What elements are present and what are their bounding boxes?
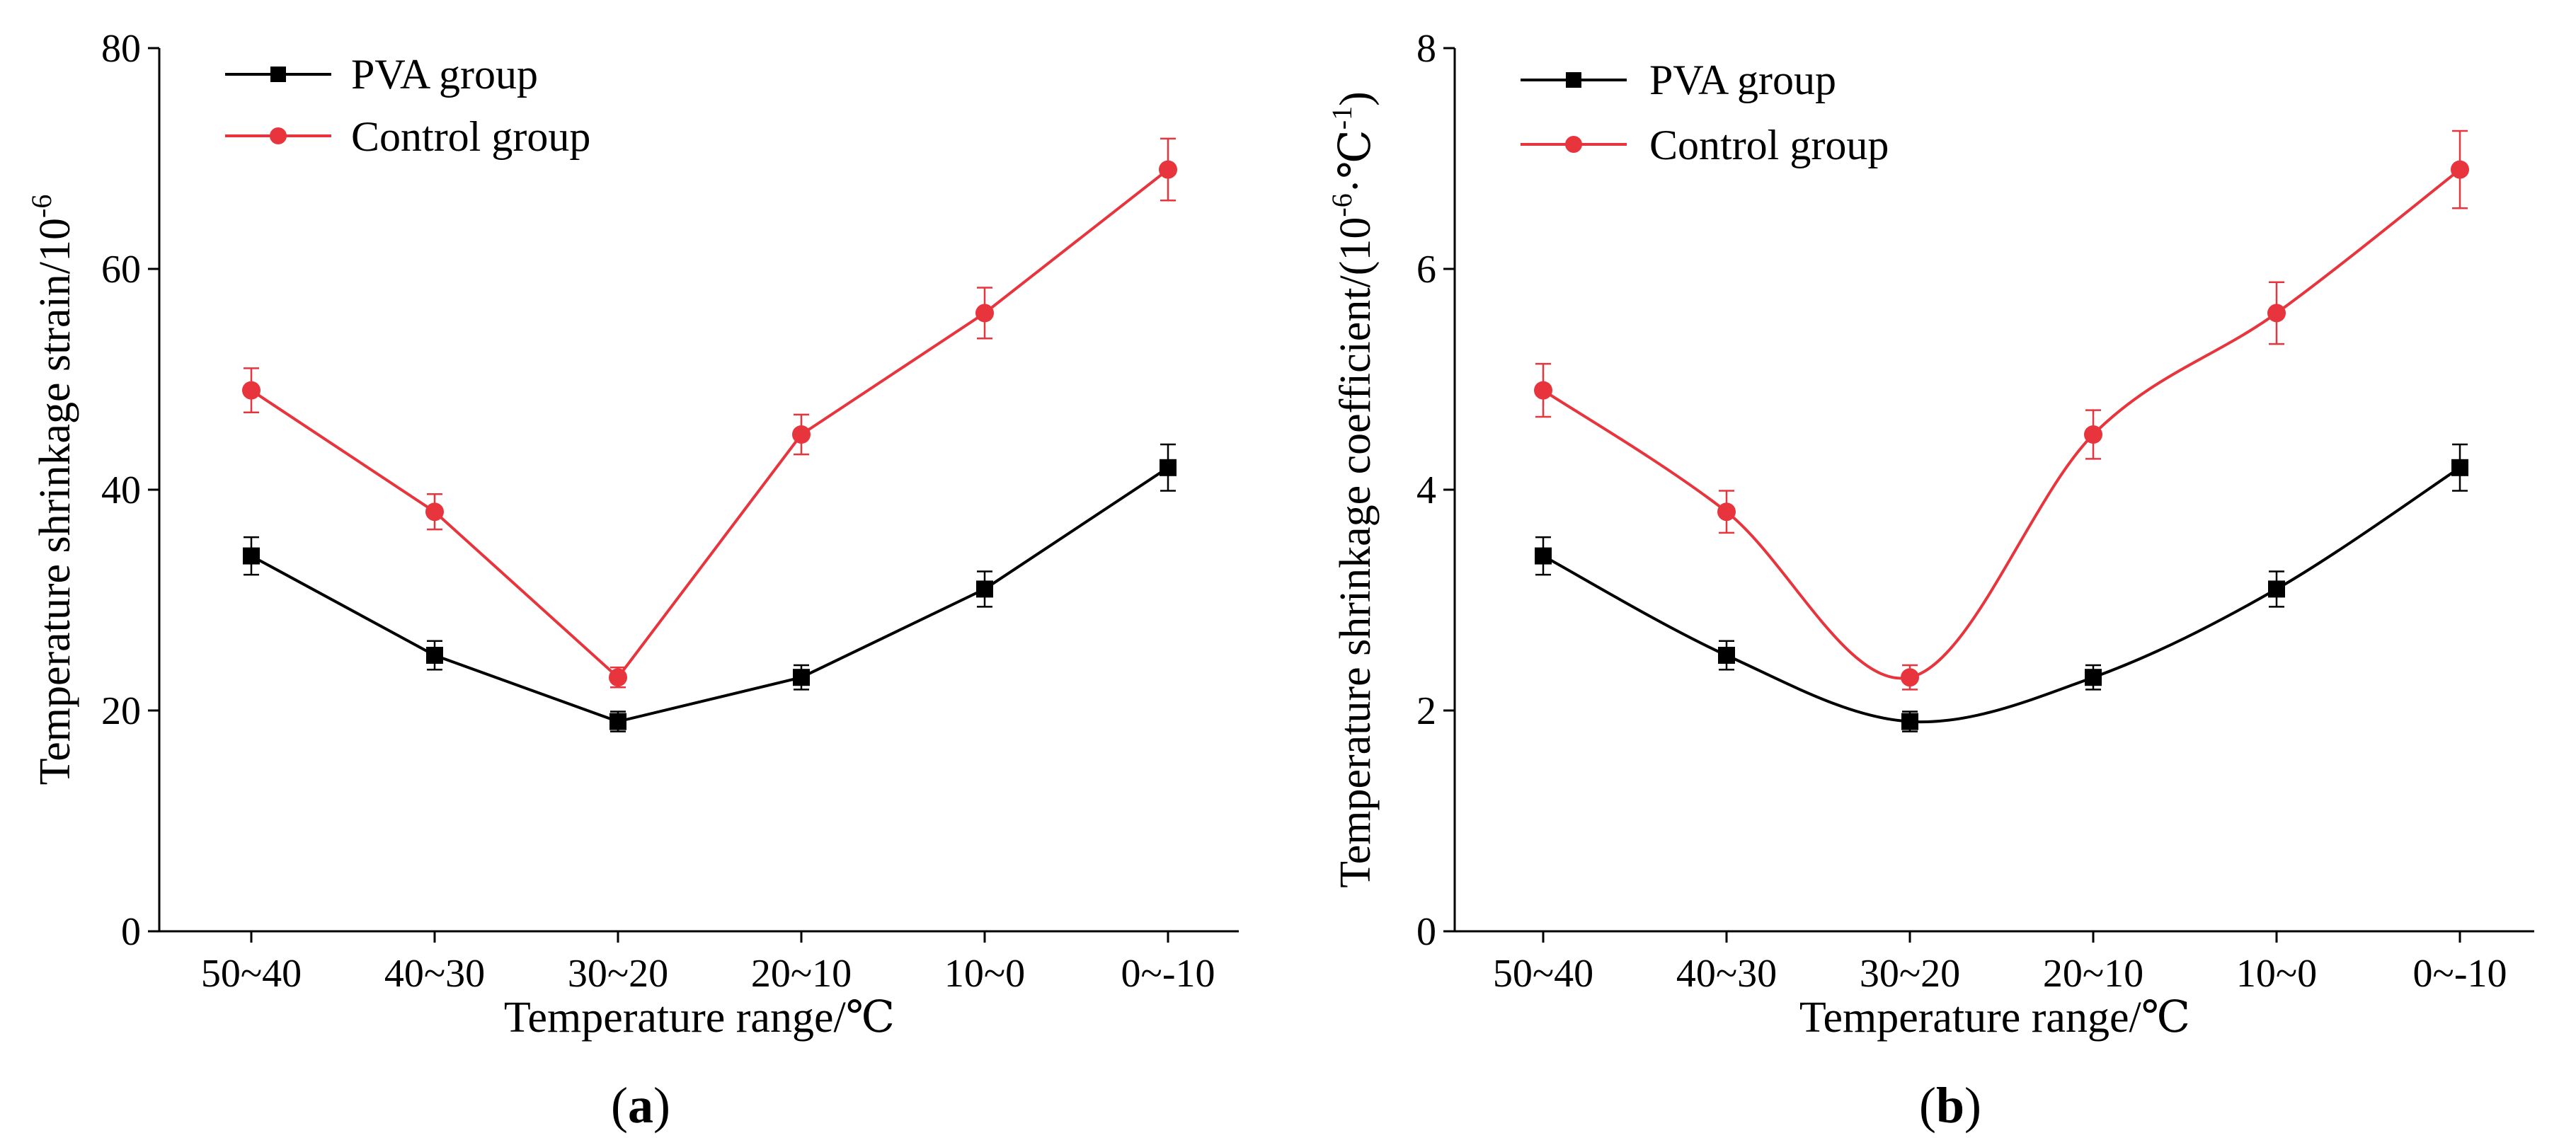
data-point-pva-a — [426, 647, 443, 664]
y-tick-label-a: 60 — [101, 248, 141, 292]
legend-label-pva-a: PVA group — [351, 51, 538, 98]
data-point-pva-b — [2268, 580, 2285, 598]
data-point-control-a — [792, 425, 811, 444]
series-line-control-a — [250, 168, 1169, 680]
panel-b: 0 2 4 6 8 50~40 40~30 30~20 20~10 10~0 0~-10 Tempe… — [1326, 27, 2534, 1134]
data-point-control-b — [2451, 160, 2469, 179]
data-point-control-a — [609, 668, 627, 687]
series-line-pva-b — [1542, 466, 2461, 724]
plot-area-b: 0 2 4 6 8 50~40 40~30 30~20 20~10 10~0 0~-10 — [1416, 27, 2507, 996]
legend-a: PVA group Control group — [225, 51, 590, 160]
x-tick-label-a: 10~0 — [944, 952, 1025, 996]
series-line-control-b — [1542, 168, 2461, 680]
data-point-control-b — [2267, 304, 2286, 323]
y-tick-label-b: 0 — [1416, 910, 1436, 954]
x-axis-title-a: Temperature range/℃ — [504, 994, 895, 1042]
data-point-pva-a — [976, 580, 993, 598]
data-point-pva-b — [1535, 547, 1552, 565]
data-point-control-a — [975, 304, 994, 323]
data-point-control-a — [425, 502, 444, 522]
legend-label-pva-b: PVA group — [1649, 57, 1836, 103]
x-tick-label-b: 40~30 — [1676, 952, 1777, 996]
y-tick-label-a: 20 — [101, 689, 141, 733]
panel-label-a: (a) — [611, 1077, 670, 1134]
data-point-pva-b — [2451, 459, 2468, 476]
x-tick-label-b: 50~40 — [1493, 952, 1593, 996]
panel-label-b: (b) — [1919, 1077, 1981, 1134]
data-point-control-b — [2084, 425, 2102, 444]
x-tick-label-a: 40~30 — [384, 952, 485, 996]
y-axis-title-a: Temperature shrinkage strain/10-6 — [25, 195, 79, 786]
data-point-control-b — [1717, 502, 1736, 522]
x-tick-label-b: 10~0 — [2236, 952, 2317, 996]
x-tick-label-b: 0~-10 — [2413, 952, 2507, 996]
x-axis-title-b: Temperature range/℃ — [1799, 994, 2190, 1042]
data-point-control-b — [1901, 668, 1919, 687]
data-point-pva-b — [1718, 647, 1735, 664]
y-tick-label-b: 8 — [1416, 27, 1436, 71]
data-point-control-b — [1534, 381, 1552, 400]
data-point-control-a — [242, 381, 261, 400]
x-tick-label-b: 20~10 — [2043, 952, 2143, 996]
y-tick-label-a: 0 — [121, 910, 141, 954]
legend-label-control-b: Control group — [1649, 122, 1889, 168]
panel-a: 0 20 40 60 80 50~40 40~30 30~20 20~10 10~0 0~-10 T… — [25, 27, 1239, 1134]
data-point-control-a — [1159, 160, 1177, 179]
data-point-pva-a — [793, 669, 810, 686]
data-point-pva-a — [243, 547, 260, 565]
legend-marker-pva-b — [1566, 72, 1581, 88]
plot-area-a: 0 20 40 60 80 50~40 40~30 30~20 20~10 10~0 0~-10 — [101, 27, 1215, 996]
x-tick-label-a: 20~10 — [751, 952, 852, 996]
y-tick-label-b: 2 — [1416, 689, 1436, 733]
x-tick-label-a: 50~40 — [201, 952, 302, 996]
legend-marker-control-b — [1565, 136, 1582, 153]
y-tick-label-b: 6 — [1416, 248, 1436, 292]
x-tick-label-a: 30~20 — [568, 952, 668, 996]
y-tick-label-b: 4 — [1416, 468, 1436, 512]
y-axis-title-b: Temperature shrinkage coefficient/(10-6·… — [1326, 91, 1380, 888]
y-tick-label-a: 40 — [101, 468, 141, 512]
legend-marker-control-a — [270, 127, 287, 144]
x-tick-label-a: 0~-10 — [1121, 952, 1215, 996]
legend-label-control-a: Control group — [351, 113, 590, 160]
data-point-pva-a — [1160, 459, 1177, 476]
legend-marker-pva-a — [270, 67, 286, 82]
legend-b: PVA group Control group — [1521, 57, 1889, 168]
data-point-pva-b — [1901, 713, 1918, 730]
y-tick-label-a: 80 — [101, 27, 141, 71]
x-tick-label-b: 30~20 — [1860, 952, 1960, 996]
series-line-pva-a — [251, 466, 1169, 723]
data-point-pva-a — [609, 713, 626, 730]
data-point-pva-b — [2085, 669, 2102, 686]
